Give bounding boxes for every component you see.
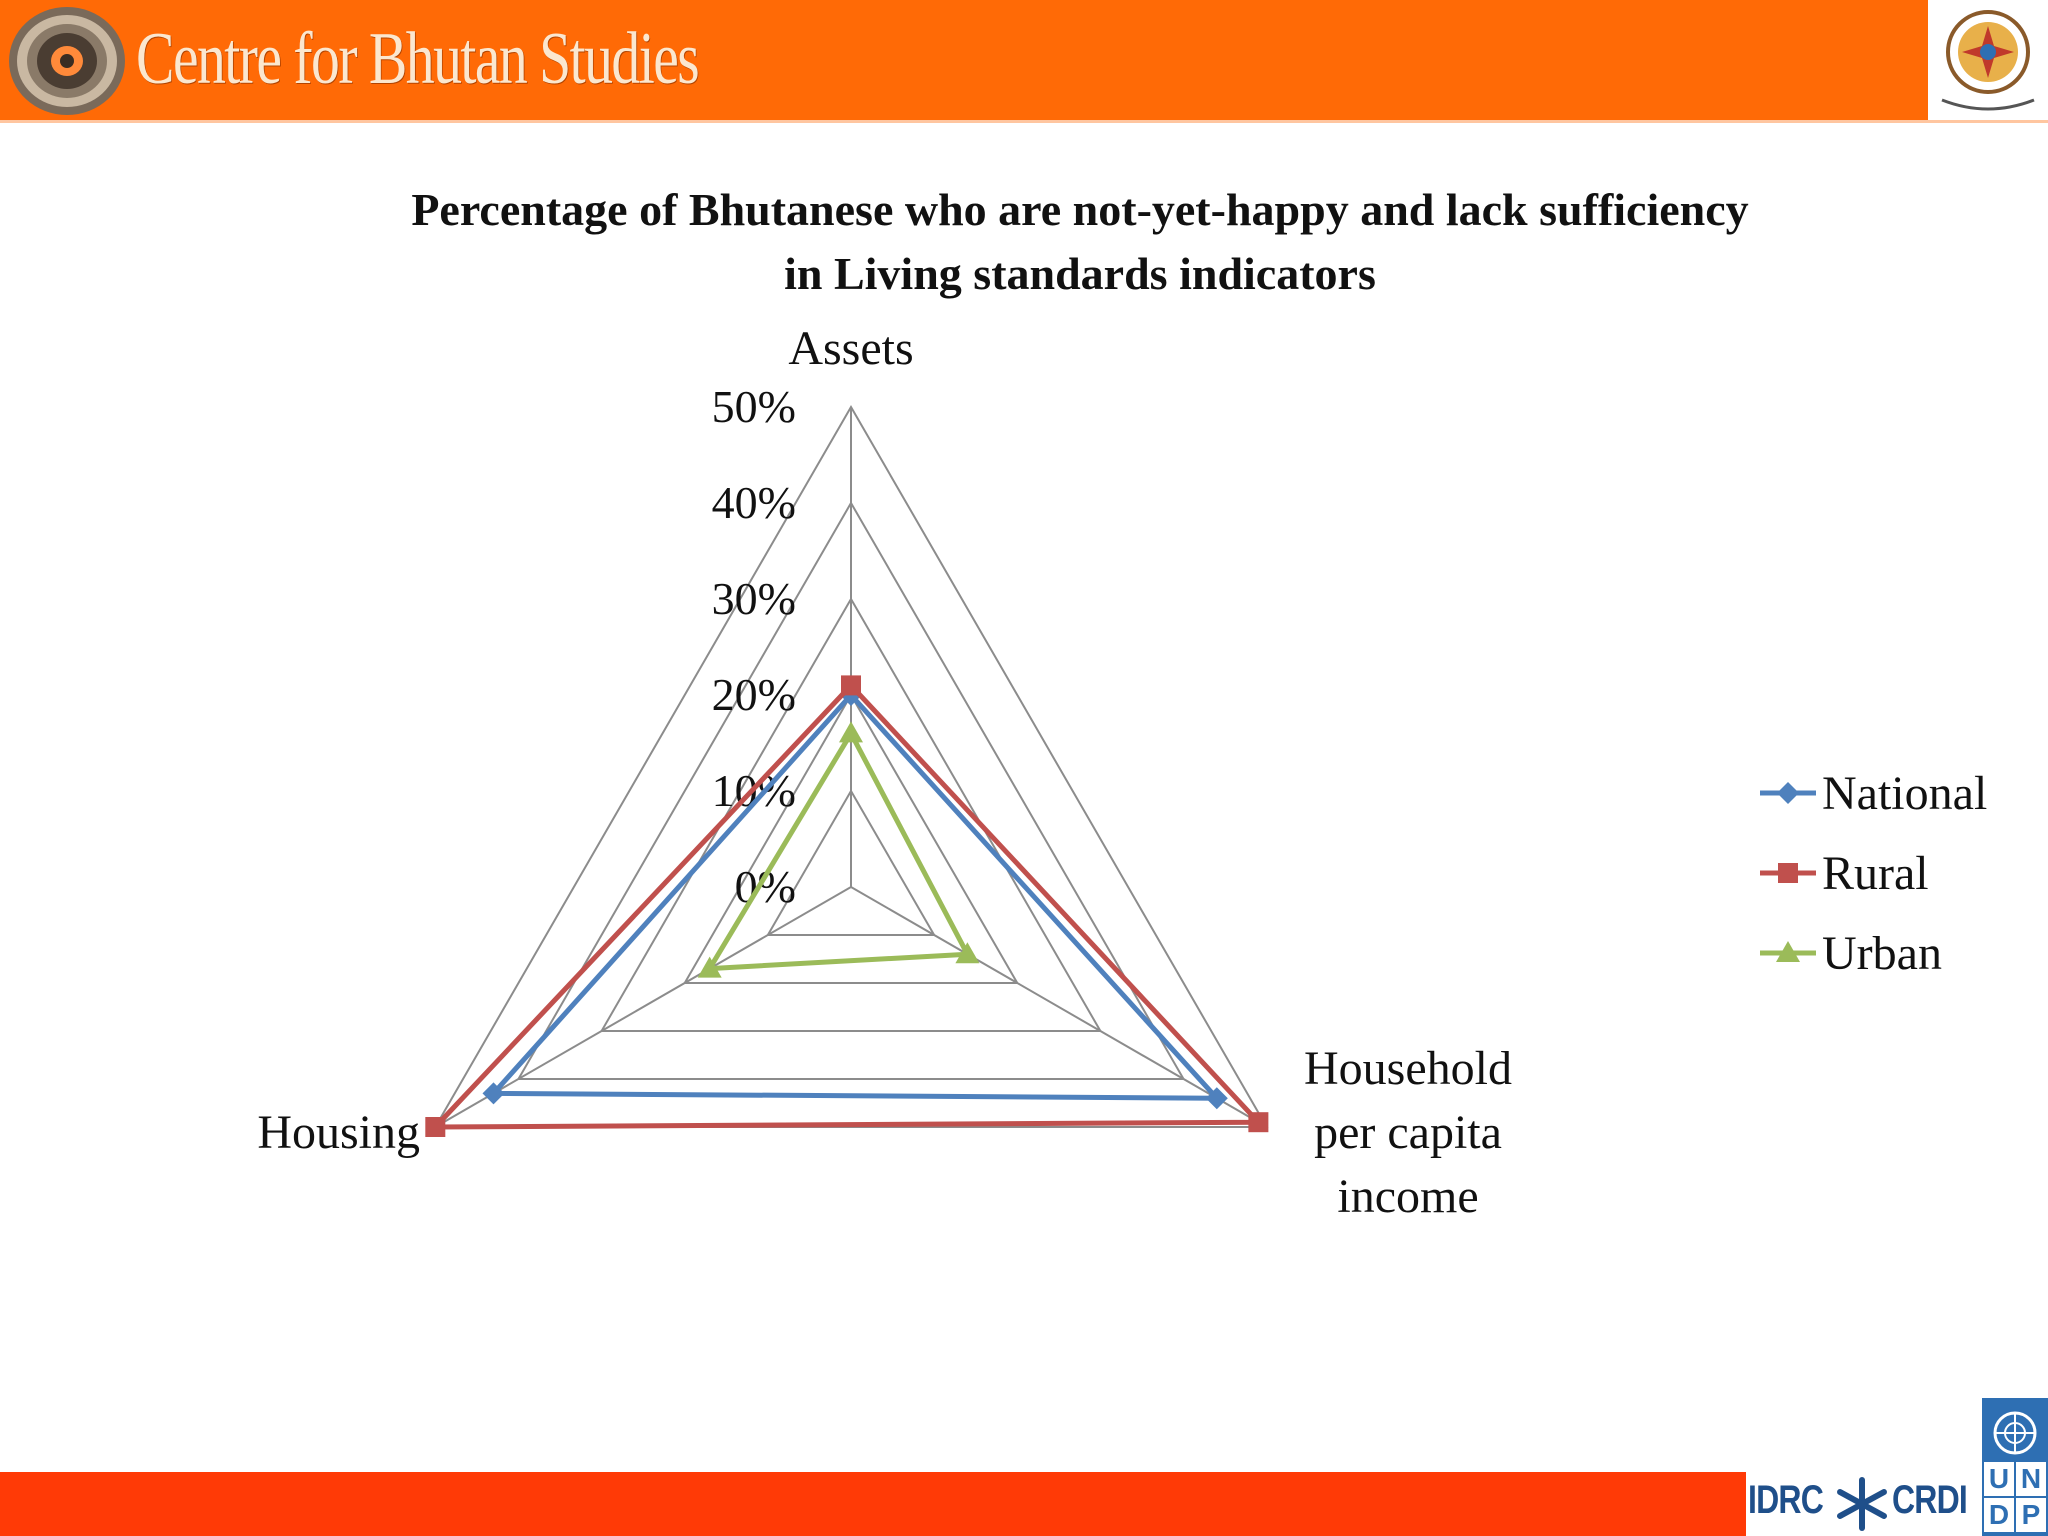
series-urban: [697, 721, 980, 978]
header-divider: [0, 120, 2048, 123]
legend-label: Urban: [1822, 927, 1942, 980]
chart-title: Percentage of Bhutanese who are not-yet-…: [200, 178, 1960, 306]
radar-gridline: [682, 692, 1020, 984]
radar-gridline: [766, 788, 936, 936]
un-globe-icon: [1993, 1411, 2037, 1455]
legend-label: National: [1822, 767, 1987, 820]
data-point-marker: [697, 956, 722, 978]
chart-title-line: in Living standards indicators: [784, 248, 1376, 299]
legend: National Rural Urban: [1760, 767, 1987, 980]
series-national: [482, 684, 1228, 1110]
series-line: [707, 730, 970, 972]
series-layer: [425, 675, 1269, 1137]
chart-title-line: Percentage of Bhutanese who are not-yet-…: [411, 184, 1749, 235]
data-point-marker: [425, 1117, 446, 1137]
category-label: Assets: [788, 322, 913, 375]
legend-item: Urban: [1760, 927, 1942, 980]
radar-gridline: [516, 500, 1186, 1080]
data-point-marker: [482, 1082, 505, 1105]
undp-letter-d: D: [1984, 1498, 2014, 1532]
radial-tick-label: 30%: [712, 573, 796, 624]
legend-item: National: [1760, 767, 1987, 820]
undp-letter-p: P: [2016, 1498, 2046, 1532]
radar-spoke: [850, 886, 1268, 1128]
legend-label: Rural: [1822, 847, 1929, 900]
data-point-marker: [841, 675, 861, 696]
footer-bar: [0, 1472, 1746, 1536]
series-line: [491, 692, 1220, 1101]
data-point-marker: [1205, 1087, 1228, 1110]
radar-spoke: [434, 886, 852, 1128]
series-rural: [425, 675, 1269, 1137]
idrc-label: IDRC: [1748, 1478, 1824, 1522]
data-point-marker: [955, 942, 980, 964]
brand-title: Centre for Bhutan Studies: [136, 18, 700, 100]
legend-marker: [1778, 863, 1798, 883]
idrc-crdi-logo: IDRC CRDI: [1746, 1468, 1982, 1536]
idrc-star-icon: [1837, 1477, 1887, 1531]
category-label: Household per capita income: [1304, 1042, 1512, 1223]
category-labels: Assets Household per capita income Housing: [257, 322, 1512, 1223]
radial-tick-label: 20%: [712, 669, 796, 720]
data-point-marker: [1248, 1112, 1269, 1133]
radial-tick-label: 40%: [712, 477, 796, 528]
national-emblem-logo-icon: [1928, 0, 2048, 120]
category-label: Housing: [257, 1106, 420, 1159]
radial-tick-labels: 0%10%20%30%40%50%: [712, 381, 796, 912]
undp-letter-n: N: [2016, 1462, 2046, 1496]
dharma-wheel-logo-icon: [9, 7, 125, 115]
legend-marker: [1777, 782, 1799, 804]
radial-tick-label: 0%: [735, 861, 796, 912]
crdi-label: CRDI: [1892, 1478, 1968, 1522]
series-line: [432, 682, 1261, 1130]
radial-tick-label: 50%: [712, 381, 796, 432]
data-point-marker: [839, 721, 863, 743]
legend-item: Rural: [1760, 847, 1929, 900]
header-bar: [0, 0, 2048, 122]
undp-logo: U N D P: [1982, 1398, 2048, 1536]
undp-letter-u: U: [1984, 1462, 2014, 1496]
legend-marker: [1776, 941, 1800, 962]
